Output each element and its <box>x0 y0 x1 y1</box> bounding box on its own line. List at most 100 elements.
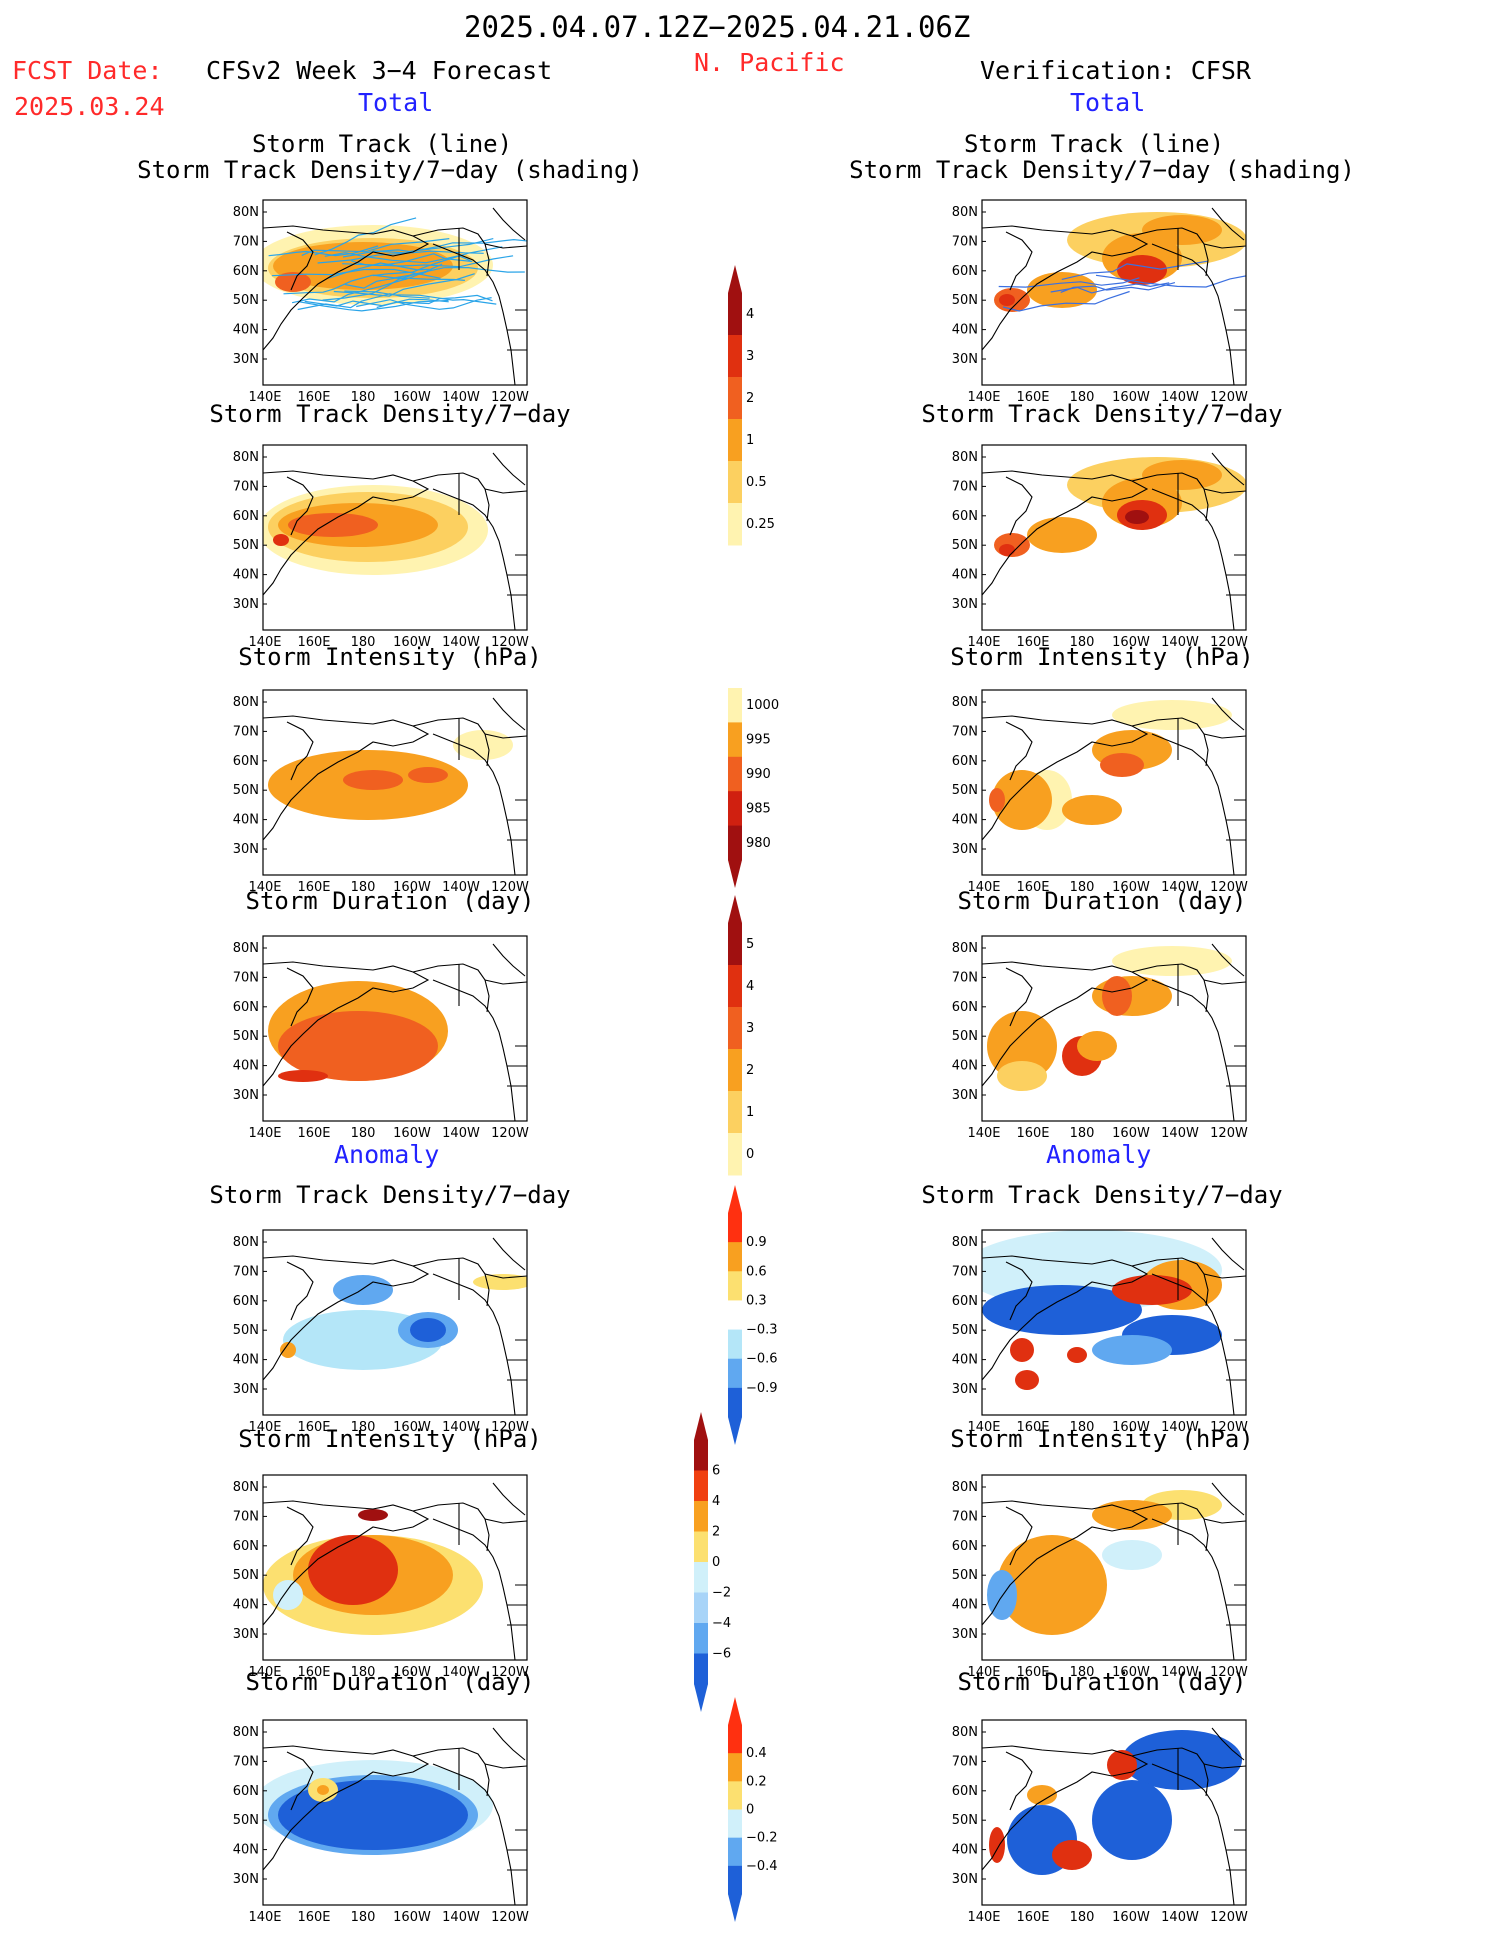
coastline <box>412 227 527 249</box>
lat-tick-label: 60N <box>233 1539 259 1554</box>
coastline <box>1131 717 1246 739</box>
storm-track-line <box>1050 282 1170 294</box>
anomaly-label-right: Anomaly <box>1046 1140 1152 1169</box>
map-frame <box>981 444 1247 631</box>
lat-tick-label: 70N <box>952 970 978 985</box>
coastline <box>263 225 430 351</box>
lat-tick-label: 40N <box>233 1059 259 1074</box>
colorbar-tick-label: 3 <box>746 349 754 364</box>
shading-region <box>982 1285 1142 1335</box>
colorbar-tip-top <box>728 1185 742 1213</box>
lat-tick-label: 60N <box>233 264 259 279</box>
coastline <box>286 967 314 1027</box>
colorbar-tick-label: −0.3 <box>746 1323 778 1338</box>
colorbar-swatch <box>728 1725 742 1754</box>
lon-tick-label: 160E <box>297 1420 330 1435</box>
lat-tick-label: 60N <box>952 509 978 524</box>
coastline <box>484 733 490 767</box>
colorbar-swatch <box>728 1213 742 1243</box>
coastline <box>982 1500 1149 1626</box>
coastline <box>1211 207 1245 241</box>
panel-title-left-6: Storm Duration (day) <box>245 1668 535 1696</box>
shading-region <box>278 1011 438 1081</box>
colorbar-swatch <box>694 1501 708 1532</box>
coastline <box>1151 1273 1235 1415</box>
coastline <box>507 799 527 841</box>
map-frame <box>262 1229 528 1416</box>
coastline <box>982 1745 1149 1871</box>
coastline <box>1226 1339 1246 1381</box>
coastline <box>432 1518 516 1660</box>
map-panel-right-5: 80N 70N 60N 50N 40N 30N 140E 160E 180 160W 140W 120… <box>932 1471 1256 1686</box>
colorbar-swatch <box>728 1387 742 1418</box>
shading-region <box>358 1509 388 1521</box>
lat-tick-label: 50N <box>233 783 259 798</box>
lat-tick-label: 70N <box>952 479 978 494</box>
colorbar-swatch <box>728 1358 742 1389</box>
lon-tick-label: 160E <box>1016 1910 1049 1925</box>
lat-tick-label: 30N <box>952 352 978 367</box>
lon-tick-label: 180 <box>1070 880 1095 895</box>
map-panel-left-6: 80N 70N 60N 50N 40N 30N 140E 160E 180 160W 140W 120… <box>213 1716 537 1931</box>
lat-tick-label: 60N <box>233 1000 259 1015</box>
lon-tick-label: 180 <box>1070 390 1095 405</box>
panel-title-left-0a: Storm Track (line) <box>251 130 513 158</box>
shading-region <box>1117 255 1167 285</box>
lat-tick-label: 80N <box>233 205 259 220</box>
lon-tick-label: 160W <box>393 1665 431 1680</box>
lat-tick-label: 80N <box>233 1480 259 1495</box>
map-frame <box>262 444 528 631</box>
colorbar-swatch <box>728 419 742 462</box>
coastline <box>412 1747 527 1769</box>
colorbar-swatch <box>694 1623 708 1654</box>
panel-title-left-3: Storm Duration (day) <box>245 887 535 915</box>
shading-region <box>987 1011 1057 1081</box>
lon-tick-label: 160W <box>1112 635 1150 650</box>
verification-title: Verification: CFSR <box>980 56 1251 85</box>
coastline <box>1151 979 1235 1121</box>
lon-tick-label: 140W <box>1161 390 1199 405</box>
lon-tick-label: 120W <box>491 1910 529 1925</box>
shading-region <box>1102 1540 1162 1570</box>
colorbar-tip-bottom <box>694 1684 708 1712</box>
lon-tick-label: 160E <box>1016 880 1049 895</box>
lat-tick-label: 30N <box>233 1872 259 1887</box>
coastline <box>492 697 526 731</box>
colorbar-swatch <box>728 1329 742 1360</box>
lat-tick-label: 80N <box>233 941 259 956</box>
colorbar-swatch <box>728 688 742 723</box>
coastline <box>1151 1763 1235 1905</box>
lat-tick-label: 80N <box>952 1235 978 1250</box>
colorbar-tick-label: −6 <box>712 1647 731 1662</box>
colorbar-tick-label: −0.2 <box>746 1831 778 1846</box>
coastline <box>1005 721 1033 781</box>
shading-region <box>1062 795 1122 825</box>
lat-tick-label: 30N <box>233 1627 259 1642</box>
shading-region <box>1027 517 1097 553</box>
lon-tick-label: 160W <box>393 1420 431 1435</box>
coastline <box>484 488 490 522</box>
lat-tick-label: 40N <box>233 1843 259 1858</box>
lon-tick-label: 140W <box>1161 880 1199 895</box>
colorbar-swatch <box>728 1865 742 1895</box>
coastline <box>432 979 516 1121</box>
colorbar-swatch <box>728 1300 742 1331</box>
shading-region <box>1102 976 1132 1016</box>
colorbar-swatch <box>694 1470 708 1502</box>
colorbar-3: 0.9 0.6 0.3 −0.3 −0.6 −0.9 <box>728 1185 808 1459</box>
coastline <box>1211 1727 1245 1761</box>
coastline <box>1005 1506 1033 1566</box>
colorbar-tick-label: 4 <box>712 1494 720 1509</box>
lon-tick-label: 140E <box>967 1420 1000 1435</box>
colorbar-swatch <box>728 1271 742 1301</box>
colorbar-tick-label: 1000 <box>746 698 779 713</box>
lon-tick-label: 120W <box>491 635 529 650</box>
storm-track-line <box>342 238 494 258</box>
lat-tick-label: 60N <box>233 754 259 769</box>
shading-region <box>999 544 1015 556</box>
panel-title-left-5: Storm Intensity (hPa) <box>238 1425 542 1453</box>
storm-track-line <box>372 246 503 277</box>
shading-region <box>343 770 403 790</box>
lon-tick-label: 160E <box>1016 390 1049 405</box>
lon-tick-label: 140W <box>442 1910 480 1925</box>
